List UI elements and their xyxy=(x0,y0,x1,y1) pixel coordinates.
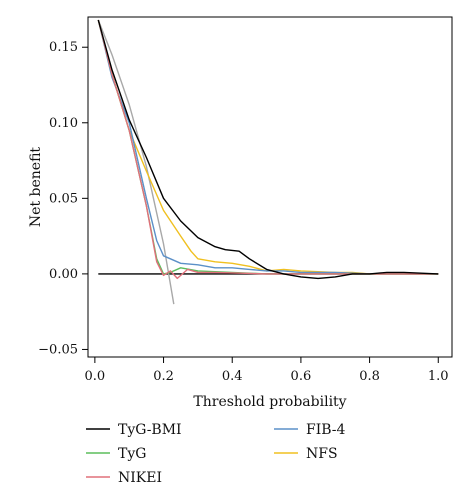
series-line-tyg xyxy=(97,19,439,275)
series-line-nfs xyxy=(97,19,439,275)
legend-label-tyg: TyG xyxy=(118,446,146,462)
series-line-tyg-bmi xyxy=(97,19,439,280)
plot-area xyxy=(97,19,439,305)
y-tick-label: 0.00 xyxy=(49,267,78,282)
y-tick-label: 0.10 xyxy=(49,116,78,131)
legend-label-nfs: NFS xyxy=(306,446,338,462)
reference-line-treat-all xyxy=(97,19,175,305)
legend-label-fib-4: FIB-4 xyxy=(306,422,346,438)
x-tick-label: 0.8 xyxy=(359,369,380,384)
x-tick-label: 0.2 xyxy=(153,369,174,384)
series-line-nikei xyxy=(97,19,439,280)
y-axis-label: Net benefit xyxy=(28,147,44,227)
y-axis: −0.05 0.00 0.05 0.10 0.15 xyxy=(38,40,88,357)
legend-label-tyg-bmi: TyG-BMI xyxy=(118,422,182,438)
legend: TyG-BMI TyG NIKEI FIB-4 NFS xyxy=(86,422,346,486)
x-axis: 0.0 0.2 0.4 0.6 0.8 1.0 xyxy=(85,357,449,384)
x-tick-label: 0.4 xyxy=(222,369,243,384)
x-tick-label: 0.0 xyxy=(85,369,106,384)
y-tick-label: 0.05 xyxy=(49,191,78,206)
plot-frame xyxy=(87,16,453,358)
x-tick-label: 1.0 xyxy=(428,369,449,384)
y-tick-label: −0.05 xyxy=(38,342,78,357)
x-tick-label: 0.6 xyxy=(291,369,312,384)
legend-label-nikei: NIKEI xyxy=(118,470,162,486)
x-axis-label: Threshold probability xyxy=(193,394,346,410)
y-tick-label: 0.15 xyxy=(49,40,78,55)
series-line-fib-4 xyxy=(97,19,439,275)
